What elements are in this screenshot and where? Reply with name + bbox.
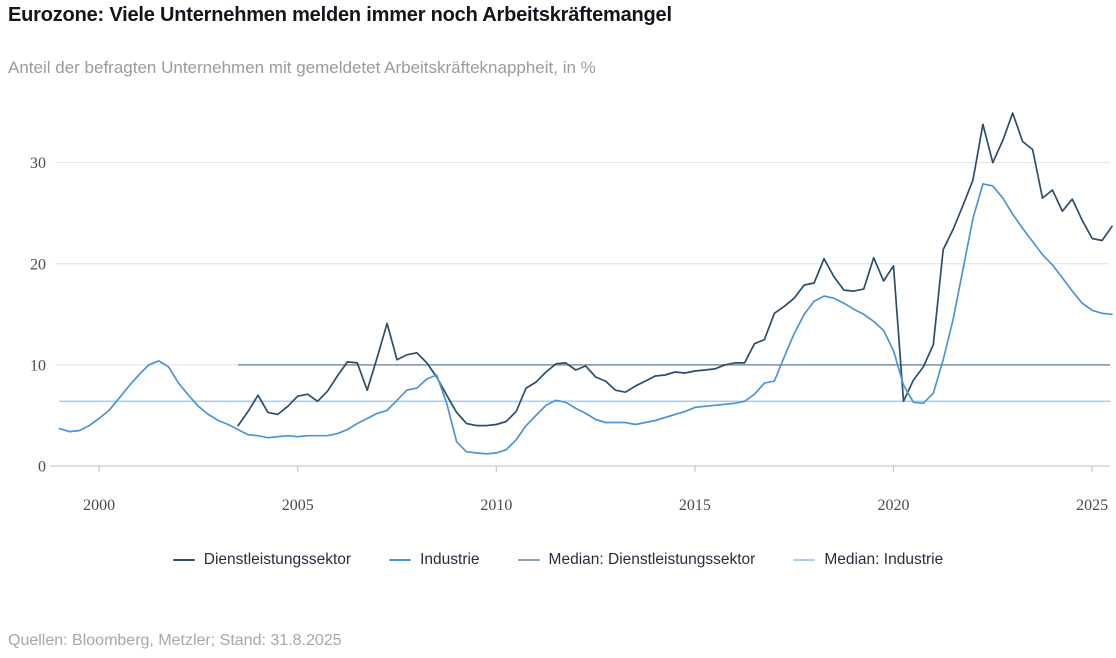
- x-axis-tick-label: 2000: [83, 497, 115, 514]
- x-axis-tick-label: 2025: [1076, 497, 1108, 514]
- y-axis-tick-label: 0: [38, 459, 46, 476]
- legend-line-swatch-icon: [793, 559, 816, 561]
- legend-label: Dienstleistungssektor: [203, 551, 352, 568]
- y-axis-tick-label: 20: [30, 256, 46, 273]
- page-title: Eurozone: Viele Unternehmen melden immer…: [8, 4, 672, 26]
- series-line-dienstleistungssektor: [237, 112, 1113, 427]
- x-axis-tick-label: 2020: [878, 497, 910, 514]
- legend-label: Industrie: [420, 551, 480, 568]
- series-line-industrie: [58, 183, 1113, 455]
- y-axis-tick-label: 30: [30, 155, 46, 172]
- x-axis-tick-label: 2010: [480, 497, 512, 514]
- legend-item-dienstleistungssektor: Dienstleistungssektor: [172, 551, 352, 569]
- x-axis-tick-label: 2015: [679, 497, 711, 514]
- x-axis-tick-label: 2005: [282, 497, 314, 514]
- source-note: Quellen: Bloomberg, Metzler; Stand: 31.8…: [8, 632, 342, 649]
- legend-line-swatch-icon: [389, 559, 412, 561]
- legend-label: Median: Industrie: [824, 551, 944, 568]
- legend-item-median-industrie: Median: Industrie: [793, 551, 943, 569]
- legend-item-industrie: Industrie: [389, 551, 480, 569]
- legend-line-swatch-icon: [517, 559, 540, 561]
- chart-legend: Dienstleistungssektor Industrie Median: …: [0, 551, 1116, 569]
- legend-label: Median: Dienstleistungssektor: [548, 551, 756, 568]
- legend-item-median-dienstleistungssektor: Median: Dienstleistungssektor: [517, 551, 756, 569]
- y-axis-tick-label: 10: [30, 357, 46, 374]
- legend-line-swatch-icon: [172, 559, 195, 561]
- page-subtitle: Anteil der befragten Unternehmen mit gem…: [8, 58, 596, 77]
